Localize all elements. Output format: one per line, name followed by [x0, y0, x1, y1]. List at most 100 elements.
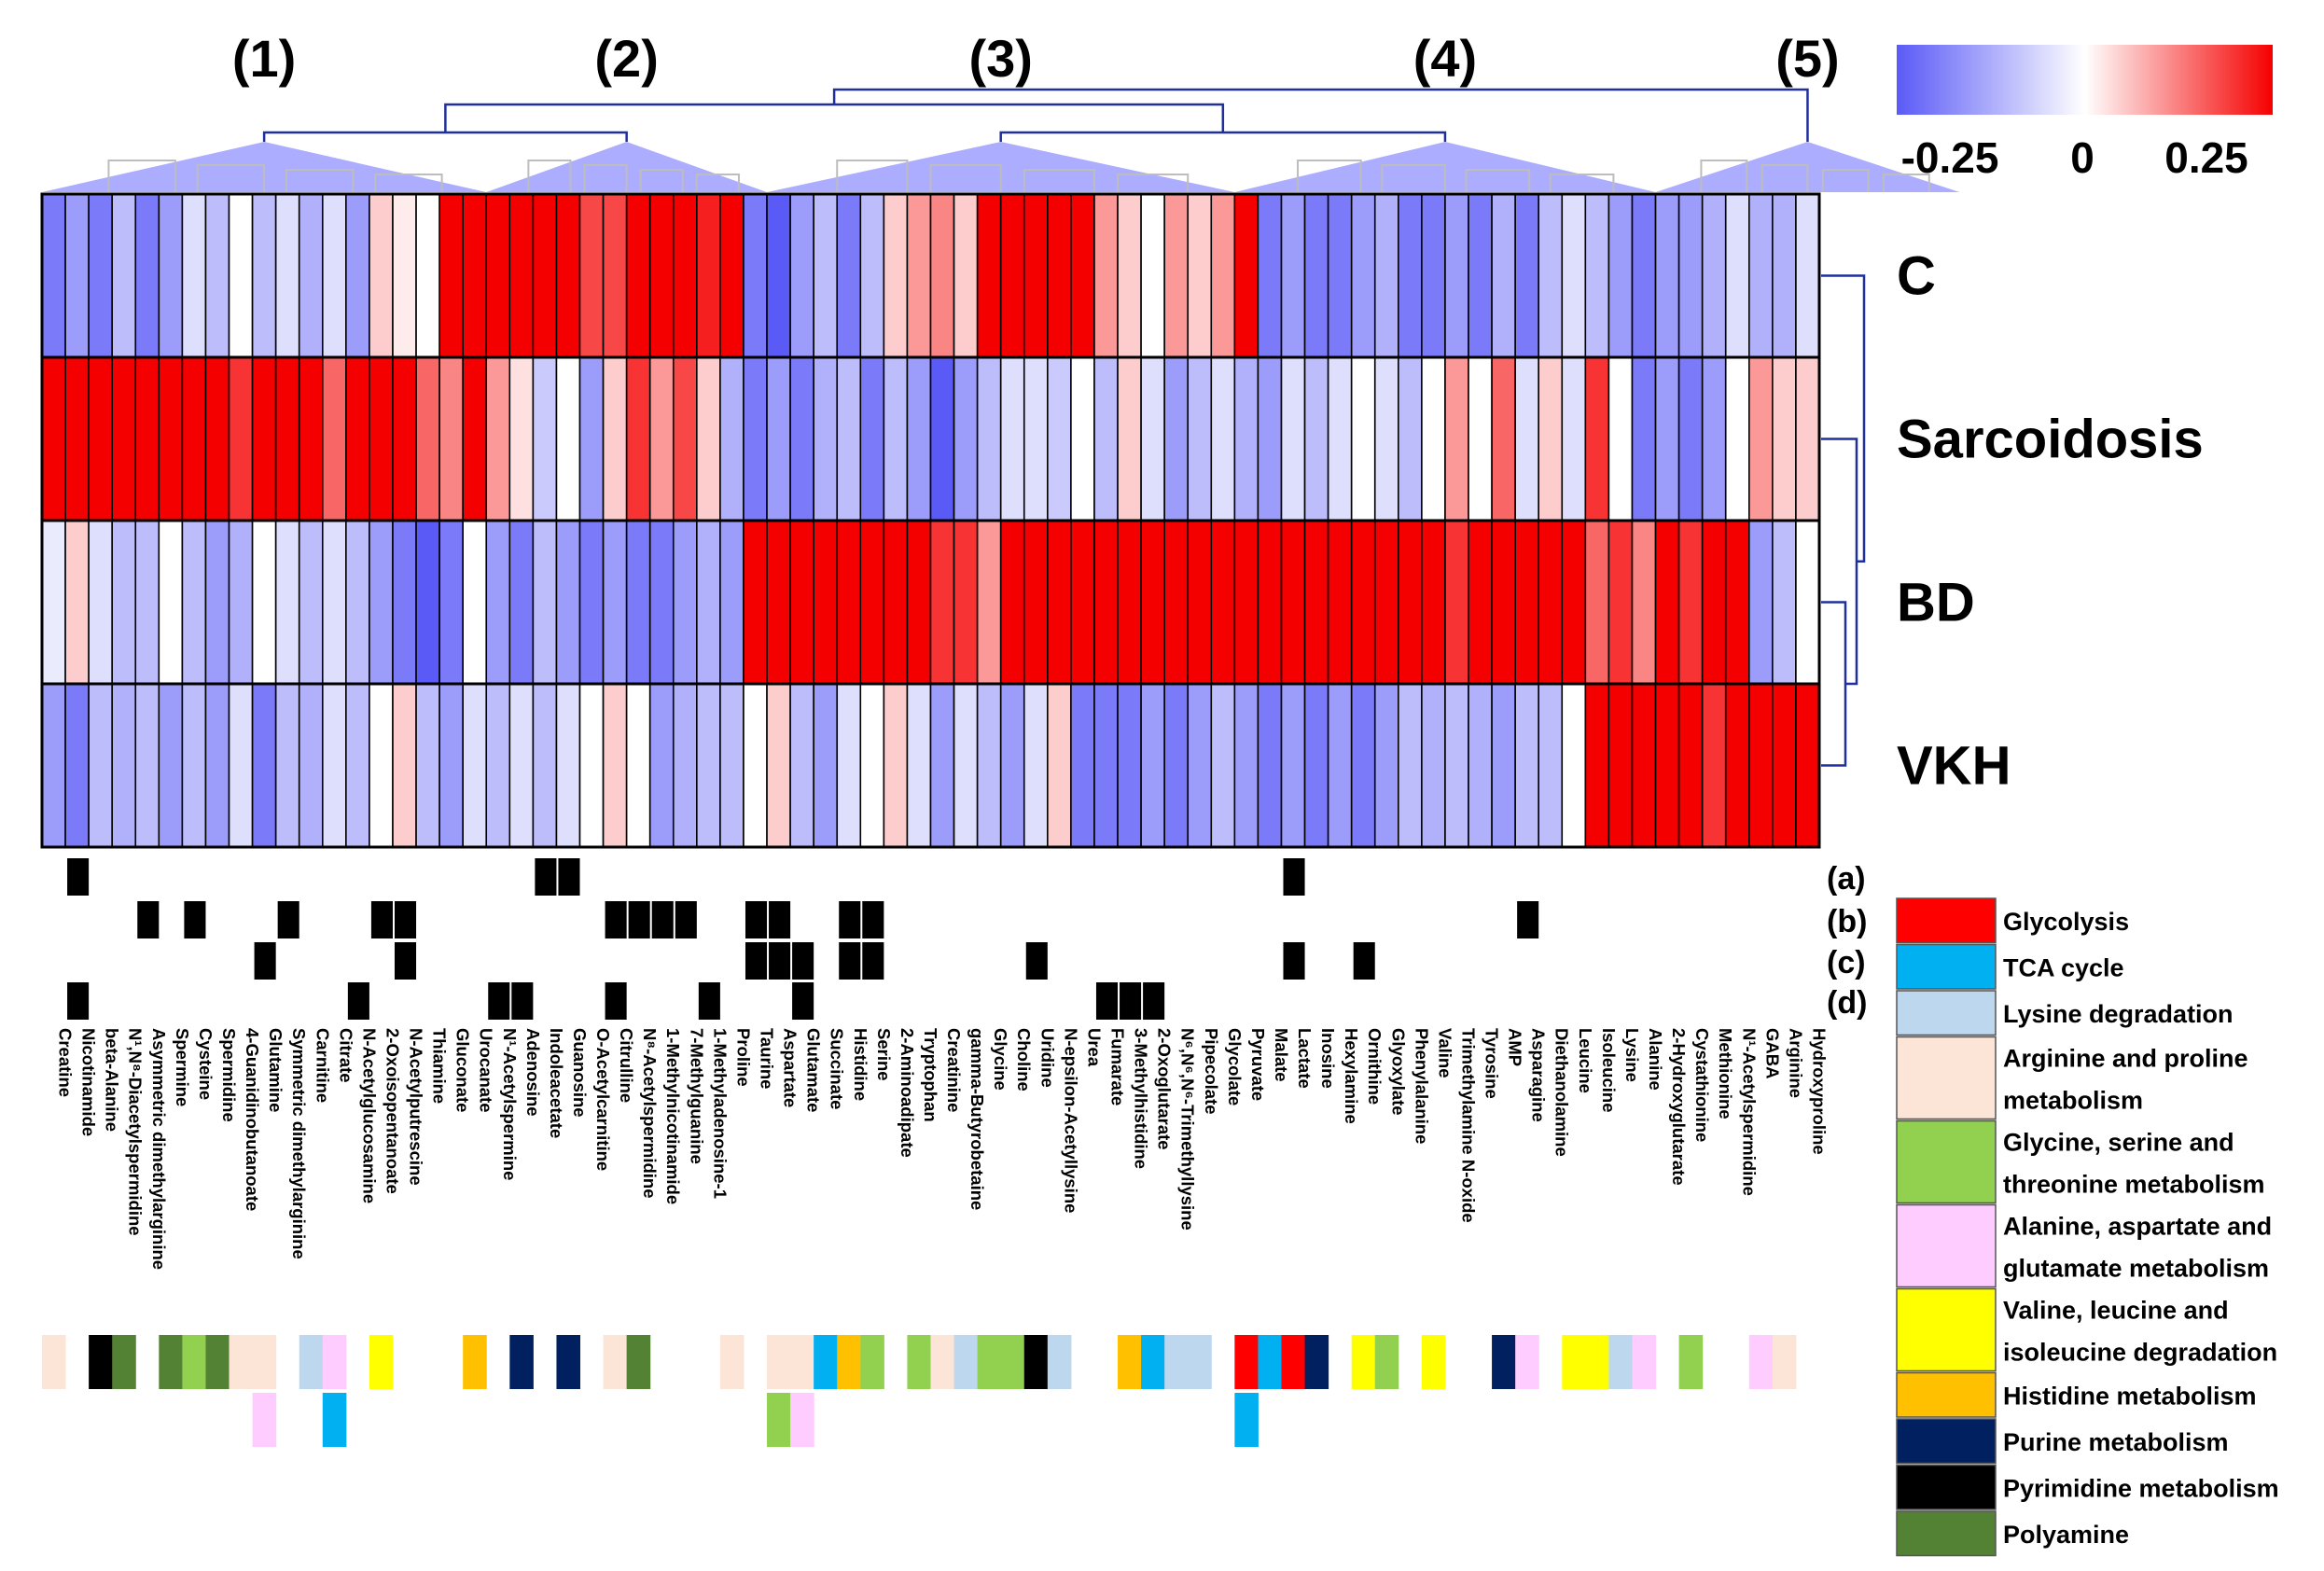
marker-cell — [394, 901, 417, 938]
heatmap-cell — [88, 356, 113, 521]
heatmap-cell — [906, 193, 932, 358]
heatmap-cell — [462, 356, 488, 521]
heatmap-cell — [1163, 356, 1190, 521]
heatmap-cell — [813, 356, 839, 521]
heatmap-cell — [999, 683, 1025, 848]
heatmap-cell — [1701, 683, 1727, 848]
heatmap-cell — [1163, 520, 1190, 685]
heatmap-cell — [1023, 356, 1049, 521]
marker-cell — [792, 982, 814, 1020]
heatmap-cell — [88, 193, 113, 358]
heatmap-cell — [88, 520, 113, 685]
heatmap-cell — [41, 520, 66, 685]
metabolite-label: Glutamate — [804, 1028, 824, 1112]
marker-cell — [769, 942, 791, 980]
heatmap-cell — [1163, 683, 1190, 848]
heatmap-cell — [1795, 683, 1820, 848]
heatmap-cell — [532, 683, 558, 848]
heatmap-cell — [1561, 356, 1587, 521]
heatmap-cell — [578, 193, 605, 358]
metabolite-label: Citrate — [336, 1028, 355, 1083]
legend-label-polyamine: Polyamine — [2003, 1521, 2129, 1549]
heatmap-cell — [1140, 683, 1165, 848]
heatmap-cell — [1047, 520, 1072, 685]
heatmap-cell — [625, 356, 651, 521]
legend-swatch-arginine-and-proline-metabolism — [1896, 1036, 1997, 1120]
metabolite-label: Aspartate — [781, 1028, 800, 1107]
marker-cell — [839, 901, 861, 938]
marker-cell — [605, 982, 627, 1020]
heatmap-cell — [1187, 683, 1213, 848]
metabolite-label: 3-Methylhistidine — [1132, 1028, 1151, 1169]
heatmap-cell — [1140, 520, 1165, 685]
heatmap-cell — [1514, 193, 1540, 358]
metabolite-label: N-Acetylglucosamine — [359, 1028, 379, 1203]
metabolite-label: Adenosine — [523, 1028, 543, 1117]
heatmap-cell — [602, 520, 628, 685]
heatmap-cell — [438, 356, 464, 521]
heatmap-cell — [1327, 193, 1353, 358]
marker-cell — [862, 901, 884, 938]
legend-label-glycine-serine-and-threonine-metabolism: Glycine, serine and — [2003, 1129, 2234, 1157]
heatmap-cell — [766, 193, 791, 358]
heatmap-cell — [1584, 520, 1610, 685]
marker-cell — [535, 858, 557, 896]
heatmap-cell — [953, 193, 979, 358]
heatmap-cell — [251, 683, 277, 848]
heatmap-cell — [789, 356, 814, 521]
heatmap-cell — [1701, 193, 1727, 358]
heatmap-cell — [883, 520, 909, 685]
marker-cell — [1353, 942, 1375, 980]
metabolite-label: AMP — [1506, 1028, 1525, 1066]
heatmap-cell — [1468, 193, 1493, 358]
sub-branch — [836, 160, 909, 192]
metabolite-label: Hexylamine — [1342, 1028, 1361, 1124]
heatmap-cell — [719, 520, 745, 685]
pathway-cell-alanine-aspartate-and-glutamate-metabolism — [1515, 1335, 1539, 1389]
heatmap-cell — [1631, 193, 1657, 358]
heatmap-cell — [298, 683, 324, 848]
heatmap-cell — [813, 193, 839, 358]
metabolite-label: Trimethylamine N-oxide — [1458, 1028, 1478, 1223]
heatmap-cell — [1398, 356, 1423, 521]
heatmap-cell — [1233, 193, 1259, 358]
heatmap-cell — [508, 520, 535, 685]
metabolite-labels: Creatine Nicotinamide beta-Alanine N¹,N⁸-Di… — [56, 1028, 1830, 1270]
pathway-cell-lysine-degradation — [1047, 1335, 1072, 1389]
pathway-cell-alanine-aspartate-and-glutamate-metabolism — [322, 1335, 347, 1389]
heatmap-cell — [321, 683, 347, 848]
marker-cell — [137, 901, 160, 938]
heatmap-cell — [1538, 683, 1564, 848]
heatmap-cell — [1303, 193, 1329, 358]
metabolite-label: 2-Oxoglutarate — [1155, 1028, 1175, 1150]
heatmap-cell — [1514, 520, 1540, 685]
marker-cell — [628, 901, 650, 938]
colorbar: -0.25 0 0.25 — [1897, 45, 2273, 182]
heatmap-cell — [929, 683, 955, 848]
heatmap-cell — [181, 520, 207, 685]
metabolite-label: Glyoxylate — [1388, 1028, 1408, 1116]
heatmap-cell — [1584, 193, 1610, 358]
legend-label-histidine-metabolism: Histidine metabolism — [2003, 1382, 2257, 1410]
heatmap-cell — [1631, 683, 1657, 848]
sub-branch — [1023, 169, 1095, 192]
heatmap-cell — [274, 356, 300, 521]
heatmap-cell — [696, 356, 721, 521]
heatmap-cell — [625, 683, 651, 848]
heatmap-cell — [906, 520, 932, 685]
pathway-cell-valine-leucine-and-isoleucine-degradation — [1421, 1335, 1446, 1389]
heatmap-cell — [158, 356, 184, 521]
heatmap-cell — [274, 520, 300, 685]
heatmap-cell — [1093, 683, 1119, 848]
legend-label-alanine-aspartate-and-glutamate-metabolism: Alanine, aspartate and — [2003, 1213, 2272, 1241]
heatmap-cell — [1117, 520, 1142, 685]
heatmap-cell — [462, 193, 488, 358]
pathway-cell-valine-leucine-and-isoleucine-degradation — [1351, 1335, 1376, 1389]
group-label-vkh: VKH — [1897, 736, 2011, 797]
heatmap-cell — [508, 193, 535, 358]
pathway-cell-purine-metabolism — [509, 1335, 534, 1389]
heatmap-cell — [883, 193, 909, 358]
marker-cell — [1283, 942, 1305, 980]
heatmap-cell — [1280, 683, 1306, 848]
metabolite-label: 1-Methylnicotinamide — [663, 1028, 683, 1204]
